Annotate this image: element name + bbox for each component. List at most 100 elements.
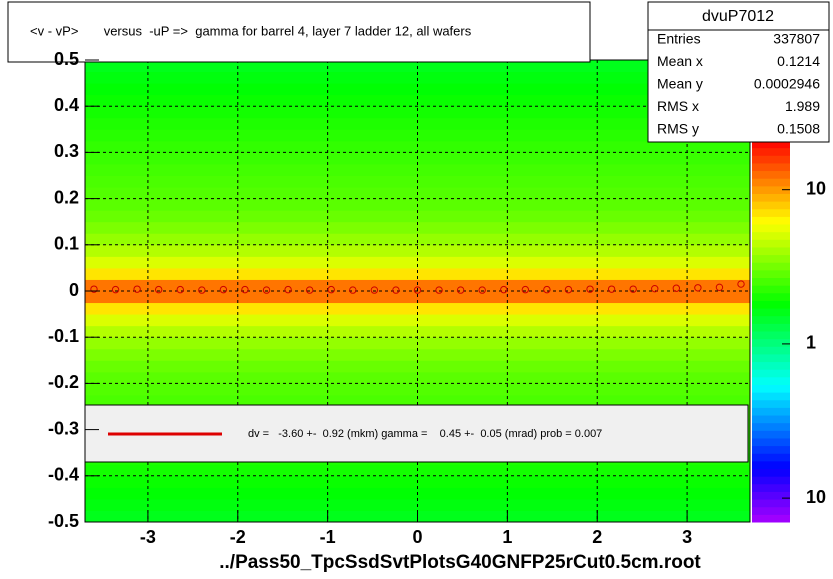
color-bar-step [752,361,790,370]
profile-point [176,285,184,294]
legend-text: dv = -3.60 +- 0.92 (mkm) gamma = 0.45 +-… [248,428,602,440]
y-tick-label: 0.3 [54,141,79,161]
profile-point [607,285,616,293]
stats-label: Entries [657,31,701,47]
color-bar-step [752,140,790,149]
color-bar-step [752,384,790,393]
color-bar-step [752,262,790,271]
stats-box [647,1,830,143]
x-tick-label: -3 [140,527,156,547]
color-bar-step [752,483,790,492]
stats-value: 337807 [773,31,820,47]
stats-value: 0.1214 [777,53,820,69]
color-bar-step [752,170,790,179]
color-bar-step [752,407,790,416]
color-bar-step [752,468,790,477]
color-bar-step [752,231,790,240]
z-tick-label: 10 [806,178,826,198]
color-bar-step [752,269,790,279]
color-bar-step [752,308,790,317]
color-bar-step [752,499,790,508]
profile-point [478,286,486,294]
profile-point [90,285,98,293]
profile-point [715,283,724,292]
y-tick-label: 0.5 [54,49,79,69]
stats-value: 0.0002946 [754,76,820,92]
stats-label: Mean x [657,53,703,69]
color-bar-step [752,239,790,248]
color-bar-step [752,216,790,225]
x-tick-label: -1 [320,527,336,547]
density-cell [85,117,750,130]
y-tick-label: 0.4 [54,95,79,115]
y-tick-label: -0.1 [48,326,79,346]
profile-point [521,285,530,294]
color-bar-step [752,506,790,515]
y-tick-label: 0 [69,280,79,300]
profile-point [737,280,745,288]
profile-point [133,285,141,293]
color-bar-step [752,453,790,462]
profile-point [694,284,702,292]
profile-point [413,286,422,294]
color-bar-step [752,437,790,447]
density-cell [85,371,750,384]
color-bar-step [752,208,790,217]
color-bar-step [752,224,790,233]
color-bar-step [752,323,790,332]
profile-point [111,285,120,294]
color-bar-step [752,201,790,210]
y-tick-label: -0.5 [48,511,79,531]
color-bar-step [752,300,790,309]
color-bar-step [752,476,790,485]
color-bar-step [752,193,790,202]
stats-name: dvuP7012 [702,8,774,25]
profile-point [241,285,249,294]
y-tick-label: -0.2 [48,372,79,392]
color-bar-step [752,147,790,156]
profile-point [672,284,681,292]
color-bar-step [752,185,790,194]
z-tick-label: 1 [806,333,816,353]
y-tick-label: -0.4 [48,465,79,485]
chart-title: <v - vP> versus -uP => gamma for barrel … [30,23,472,38]
color-bar-step [752,392,790,401]
x-tick-label: 2 [592,527,602,547]
density-cell [85,221,750,234]
density-cell [85,394,750,407]
profile-point [629,285,637,293]
profile-point [284,285,292,294]
color-bar-step [752,155,790,164]
color-bar-step [752,277,790,286]
x-tick-label: 1 [502,527,512,547]
profile-point [262,286,271,294]
color-bar-step [752,178,790,187]
profile-point [349,286,357,294]
x-tick-label: -2 [230,527,246,547]
profile-point [305,286,314,294]
profile-point [543,285,551,294]
color-bar-step [752,376,790,385]
color-bar-step [752,246,790,256]
color-bar-step [752,346,790,355]
color-bar-step [752,315,790,324]
title-box [7,1,591,63]
y-tick-label: 0.2 [54,187,79,207]
x-tick-label: 3 [682,527,692,547]
density-cell [85,291,750,304]
profile-point [219,285,228,294]
y-tick-label: 0.1 [54,234,79,254]
x-axis-label: ../Pass50_TpcSsdSvtPlotsG40GNFP25rCut0.5… [219,552,701,573]
color-bar-step [752,415,790,424]
profile-point [198,286,206,294]
color-bar-step [752,254,790,263]
profile-point [564,285,573,294]
density-cell [85,83,750,96]
color-bar-step [752,353,790,363]
profile-point [154,285,163,294]
stats-value: 0.1508 [777,121,820,137]
profile-point [456,286,465,294]
color-bar-step [752,422,790,431]
density-cell [85,94,750,107]
